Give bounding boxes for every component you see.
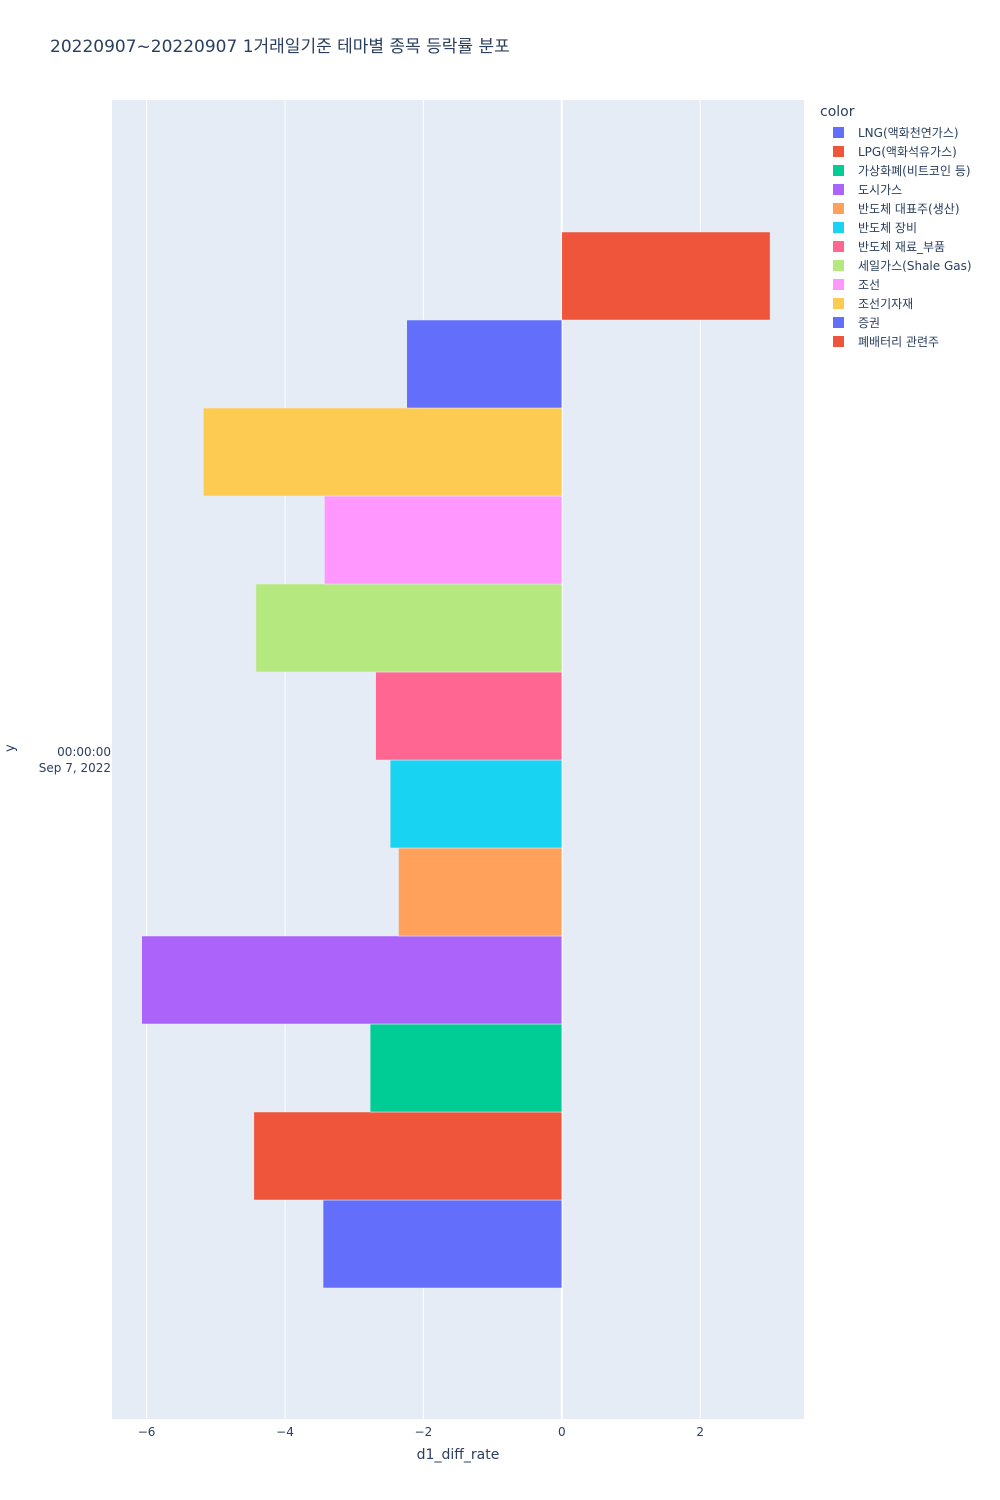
legend-swatch (833, 203, 844, 214)
bar[interactable] (375, 671, 563, 761)
bar[interactable] (203, 407, 563, 497)
bar[interactable] (253, 1111, 563, 1201)
legend-swatch (833, 336, 844, 347)
legend-label: 반도체 장비 (858, 221, 918, 235)
y-tick-label: 00:00:00 Sep 7, 2022 (39, 744, 111, 776)
legend-item[interactable]: 세일가스(Shale Gas) (820, 256, 972, 275)
legend-label: 가상화폐(비트코인 등) (858, 164, 971, 178)
legend-label: 증권 (858, 316, 881, 330)
bar[interactable] (398, 847, 563, 937)
legend-item[interactable]: 조선기자재 (820, 294, 972, 313)
legend-swatch (833, 298, 844, 309)
y-tick-date: Sep 7, 2022 (38, 761, 111, 775)
legend-label: LNG(액화천연가스) (858, 126, 959, 140)
bar[interactable] (141, 935, 563, 1025)
x-axis-label: d1_diff_rate (416, 1447, 500, 1463)
bar[interactable] (324, 495, 563, 585)
legend-label: 조선기자재 (858, 297, 914, 311)
legend-swatch (833, 165, 844, 176)
x-tick-label: 0 (558, 1425, 566, 1439)
legend: color LNG(액화천연가스) LPG(액화석유가스) 가상화폐(비트코인 등)… (820, 104, 972, 351)
bars (141, 231, 771, 1289)
bar[interactable] (406, 319, 563, 409)
bar[interactable] (322, 1199, 563, 1289)
legend-swatch (833, 317, 844, 328)
legend-item[interactable]: 반도체 장비 (820, 218, 972, 237)
y-axis-label: y (3, 744, 18, 752)
legend-item[interactable]: LNG(액화천연가스) (820, 123, 972, 142)
legend-item[interactable]: 조선 (820, 275, 972, 294)
legend-item[interactable]: 가상화폐(비트코인 등) (820, 161, 972, 180)
legend-item[interactable]: 증권 (820, 313, 972, 332)
legend-label: 조선 (858, 278, 881, 292)
legend-label: LPG(액화석유가스) (858, 145, 957, 159)
legend-swatch (833, 127, 844, 138)
x-tick-label: −6 (138, 1425, 156, 1439)
x-tick-label: 2 (696, 1425, 704, 1439)
legend-swatch (833, 184, 844, 195)
legend-label: 세일가스(Shale Gas) (858, 259, 972, 273)
y-tick-time: 00:00:00 (57, 745, 111, 759)
legend-label: 반도체 대표주(생산) (858, 202, 960, 216)
legend-swatch (833, 222, 844, 233)
legend-label: 폐배터리 관련주 (858, 335, 940, 349)
legend-item[interactable]: 폐배터리 관련주 (820, 332, 972, 351)
x-tick-labels: −6 −4 −2 0 2 (138, 1425, 704, 1439)
legend-label: 도시가스 (858, 183, 903, 197)
legend-item[interactable]: 반도체 재료_부품 (820, 237, 972, 256)
legend-swatch (833, 279, 844, 290)
chart-title: 20220907~20220907 1거래일기준 테마별 종목 등락률 분포 (50, 37, 510, 57)
x-tick-label: −2 (415, 1425, 433, 1439)
legend-swatch (833, 241, 844, 252)
bar[interactable] (389, 759, 563, 849)
x-tick-label: −4 (276, 1425, 294, 1439)
legend-item[interactable]: 반도체 대표주(생산) (820, 199, 972, 218)
legend-item[interactable]: LPG(액화석유가스) (820, 142, 972, 161)
bar[interactable] (561, 231, 771, 321)
legend-swatch (833, 260, 844, 271)
legend-label: 반도체 재료_부품 (858, 240, 946, 254)
bar[interactable] (369, 1023, 563, 1113)
bar[interactable] (255, 583, 563, 673)
legend-item[interactable]: 도시가스 (820, 180, 972, 199)
legend-swatch (833, 146, 844, 157)
legend-title: color (820, 104, 855, 120)
